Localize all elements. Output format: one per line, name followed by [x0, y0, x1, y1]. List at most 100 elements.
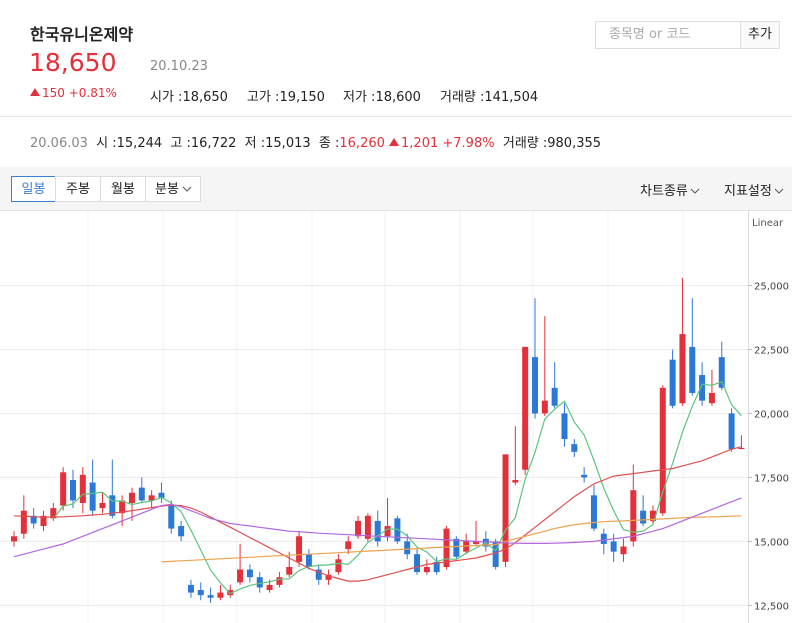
candle-body — [600, 533, 607, 544]
chart-type-menu[interactable]: 차트종류 — [640, 180, 700, 199]
chevron — [690, 188, 700, 194]
candle-body — [79, 474, 86, 504]
label: 고가 : — [247, 90, 280, 105]
candle-body — [502, 454, 509, 562]
candle-body — [581, 474, 588, 478]
candle-body — [669, 359, 676, 406]
add-button[interactable]: 추가 — [740, 21, 780, 49]
candle-body — [286, 566, 293, 575]
value: 1,201 — [401, 136, 439, 151]
candle-body — [246, 569, 253, 578]
candle-body — [728, 413, 735, 450]
candle-body — [50, 508, 57, 519]
label: 저가 : — [343, 90, 376, 105]
label: 지표설정 — [724, 184, 772, 199]
candle-body — [630, 490, 637, 542]
candle-body — [99, 503, 106, 509]
candle-body — [187, 584, 194, 593]
candle-body — [492, 541, 499, 567]
value: +7.98% — [442, 136, 495, 151]
volume-info: 거래량 :141,504 — [440, 86, 538, 105]
y-tick-label: 15,000 — [754, 537, 789, 548]
candle-body — [590, 495, 597, 529]
candle-body — [708, 392, 715, 404]
value: 980,355 — [547, 136, 602, 151]
candle-body — [128, 492, 135, 504]
candle-body — [256, 577, 263, 588]
candle-body — [394, 518, 401, 542]
candle-body — [551, 387, 558, 406]
candle-body — [443, 528, 450, 567]
value: 16,260 — [339, 136, 385, 151]
moving-average-line — [52, 380, 742, 595]
candle-body — [561, 413, 568, 440]
stock-name: 한국유니온제약 — [30, 25, 134, 44]
label: 거래량 : — [440, 90, 485, 105]
label: 시 : — [96, 136, 117, 151]
vertical-grid — [87, 211, 684, 623]
y-tick-label: 20,000 — [754, 409, 789, 420]
value: 15,244 — [116, 136, 163, 151]
price-change: 150 +0.81% — [30, 86, 117, 100]
candles — [11, 277, 745, 603]
y-tick-label: 25,000 — [754, 281, 789, 292]
summary-date: 20.06.03 — [30, 136, 88, 151]
candle-body — [69, 479, 76, 501]
candle-body — [473, 541, 480, 544]
candle-body — [512, 479, 519, 483]
candle-body — [60, 472, 67, 506]
moving-average-line — [161, 515, 742, 563]
y-tick-label: 12,500 — [754, 601, 789, 612]
candle-body — [679, 334, 686, 404]
value: 15,013 — [265, 136, 311, 151]
chevron — [774, 188, 784, 194]
candle-body — [541, 400, 548, 414]
candle-body — [138, 487, 145, 501]
candle-body — [178, 526, 185, 537]
up-arrow — [30, 88, 40, 96]
label: 저 : — [244, 136, 266, 151]
candle-body — [522, 346, 529, 470]
candle-body — [414, 554, 421, 573]
moving-average-line — [13, 446, 742, 582]
label: 시가 : — [150, 90, 183, 105]
candle-body — [345, 541, 352, 550]
label: 거래량 : — [502, 136, 548, 151]
candle-body — [158, 492, 165, 498]
candle-body — [689, 346, 696, 393]
y-tick-label: 22,500 — [754, 345, 789, 356]
candle-body — [718, 357, 725, 388]
value: 16,722 — [190, 136, 237, 151]
candle-body — [433, 561, 440, 573]
summary-row: 20.06.03 시 :15,244 고 :16,722 저 :15,013 종… — [30, 132, 601, 151]
period-tab[interactable]: 주봉 — [55, 176, 101, 202]
candle-body — [649, 510, 656, 521]
divider — [0, 116, 792, 117]
candle-body — [620, 546, 627, 555]
candle-body — [207, 595, 214, 598]
y-tick-label: 17,500 — [754, 473, 789, 484]
candle-body — [197, 590, 204, 596]
label: 종 : — [318, 136, 340, 151]
indicator-menu[interactable]: 지표설정 — [724, 180, 784, 199]
candle-body — [315, 569, 322, 580]
period-tab[interactable]: 분봉 — [145, 176, 201, 202]
candle-body — [11, 536, 17, 542]
up-arrow — [389, 138, 400, 146]
candle-body — [355, 520, 362, 537]
high-info: 고가 :19,150 — [247, 86, 325, 105]
candle-body — [119, 500, 126, 514]
change-value: 150 — [42, 86, 65, 100]
value: 141,504 — [484, 90, 539, 105]
candle-body — [453, 538, 460, 557]
candle-body — [384, 526, 391, 537]
candle-body — [30, 515, 37, 524]
candle-body — [109, 495, 116, 516]
candle-body — [738, 447, 745, 449]
change-percent: +0.81% — [68, 86, 117, 100]
candle-body — [217, 592, 224, 598]
value: 18,600 — [375, 90, 421, 105]
period-tab[interactable]: 월봉 — [100, 176, 146, 202]
